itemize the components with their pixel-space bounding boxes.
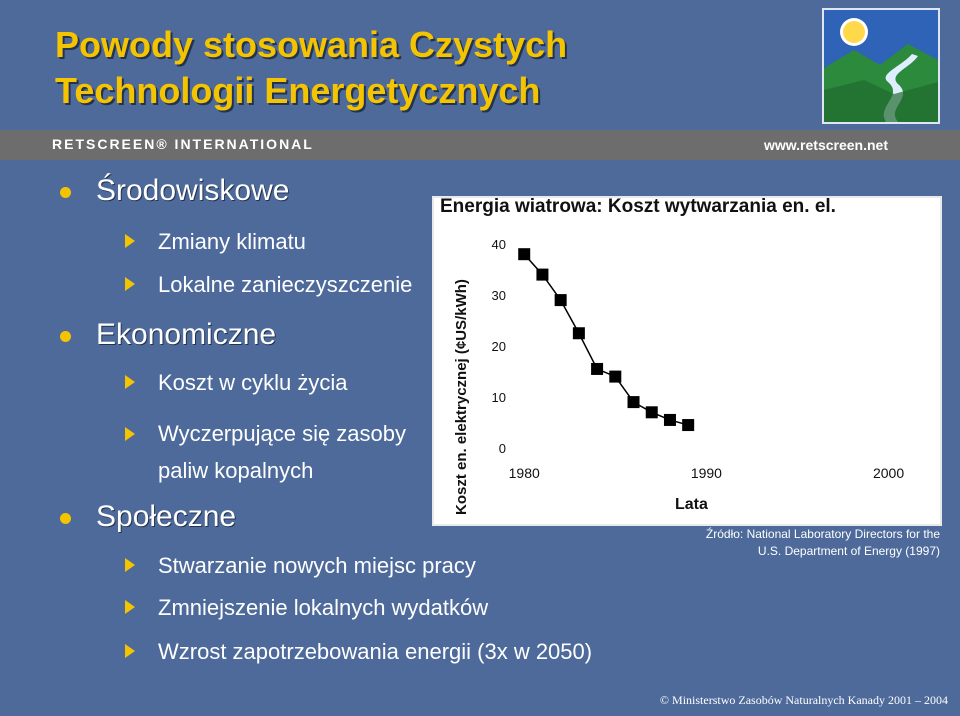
bullet-label: Środowiskowe	[96, 174, 290, 207]
x-tick-label: 1990	[691, 465, 722, 481]
triangle-bullet-icon	[125, 558, 135, 572]
y-tick-label: 40	[492, 237, 506, 252]
bullet-dot-icon	[60, 187, 71, 198]
y-tick-label: 0	[499, 441, 506, 456]
triangle-bullet-icon	[125, 375, 135, 389]
landscape-logo-icon	[824, 10, 938, 122]
chart-x-axis-label: Lata	[675, 496, 708, 513]
y-tick-label: 30	[492, 288, 506, 303]
brand-url[interactable]: www.retscreen.net	[764, 137, 888, 153]
sub-bullet: Wyczerpujące się zasoby paliw kopalnych	[125, 415, 428, 489]
data-point	[536, 268, 549, 281]
bullet-dot-icon	[60, 331, 71, 342]
data-point	[627, 396, 640, 409]
bullet-label: Społeczne	[96, 500, 237, 533]
data-point	[591, 362, 604, 375]
data-point	[682, 419, 695, 432]
sub-bullet: Koszt w cyklu życia	[125, 370, 348, 396]
chart-y-axis-label: Koszt en. elektrycznej (¢US/kWh)	[453, 279, 470, 515]
chart-source-note: Źródło: National Laboratory Directors fo…	[705, 527, 940, 558]
triangle-bullet-icon	[125, 427, 135, 441]
triangle-bullet-icon	[125, 644, 135, 658]
sub-bullet-label: Zmiany klimatu	[158, 229, 306, 254]
slide-title: Powody stosowania Czystych Technologii E…	[55, 24, 568, 111]
triangle-bullet-icon	[125, 234, 135, 248]
retscreen-logo	[822, 8, 940, 124]
sub-bullet: Zmniejszenie lokalnych wydatków	[125, 595, 489, 621]
bullet-economic: Ekonomiczne	[60, 318, 277, 352]
copyright-footer: © Ministerstwo Zasobów Naturalnych Kanad…	[659, 693, 948, 707]
brand-name: RETSCREEN® INTERNATIONAL	[52, 136, 314, 152]
sub-bullet: Stwarzanie nowych miejsc pracy	[125, 553, 476, 579]
x-tick-label: 2000	[873, 465, 904, 481]
sub-bullet-label: Koszt w cyklu życia	[158, 370, 348, 395]
sub-bullet: Zmiany klimatu	[125, 229, 306, 255]
sub-bullet-label: Zmniejszenie lokalnych wydatków	[158, 595, 489, 620]
sub-bullet-label: Lokalne zanieczyszczenie	[158, 272, 413, 297]
data-point	[663, 413, 676, 426]
triangle-bullet-icon	[125, 600, 135, 614]
sub-bullet: Lokalne zanieczyszczenie	[125, 272, 413, 298]
sub-bullet-label: Wzrost zapotrzebowania energii (3x w 205…	[158, 639, 593, 664]
bullet-social: Społeczne	[60, 500, 237, 534]
y-tick-label: 20	[492, 339, 506, 354]
triangle-bullet-icon	[125, 277, 135, 291]
y-tick-label: 10	[492, 390, 506, 405]
series-line	[523, 253, 689, 426]
bullet-environmental: Środowiskowe	[60, 174, 290, 208]
chart-panel	[432, 196, 942, 526]
bullet-dot-icon	[60, 513, 71, 524]
data-point	[609, 370, 622, 383]
sub-bullet: Wzrost zapotrzebowania energii (3x w 205…	[125, 639, 593, 665]
data-point	[572, 327, 585, 340]
x-tick-label: 1980	[509, 465, 540, 481]
chart-plot-area: 0 10 20 30 40 1980 1990 2000	[492, 237, 905, 481]
sub-bullet-label: Stwarzanie nowych miejsc pracy	[158, 553, 476, 578]
sub-bullet-label: Wyczerpujące się zasoby paliw kopalnych	[158, 421, 407, 483]
data-point	[554, 294, 567, 307]
data-point	[645, 406, 658, 419]
data-point	[518, 248, 531, 261]
chart-title: Energia wiatrowa: Koszt wytwarzania en. …	[440, 196, 836, 217]
brand-bar	[0, 130, 960, 160]
bullet-label: Ekonomiczne	[96, 318, 277, 351]
